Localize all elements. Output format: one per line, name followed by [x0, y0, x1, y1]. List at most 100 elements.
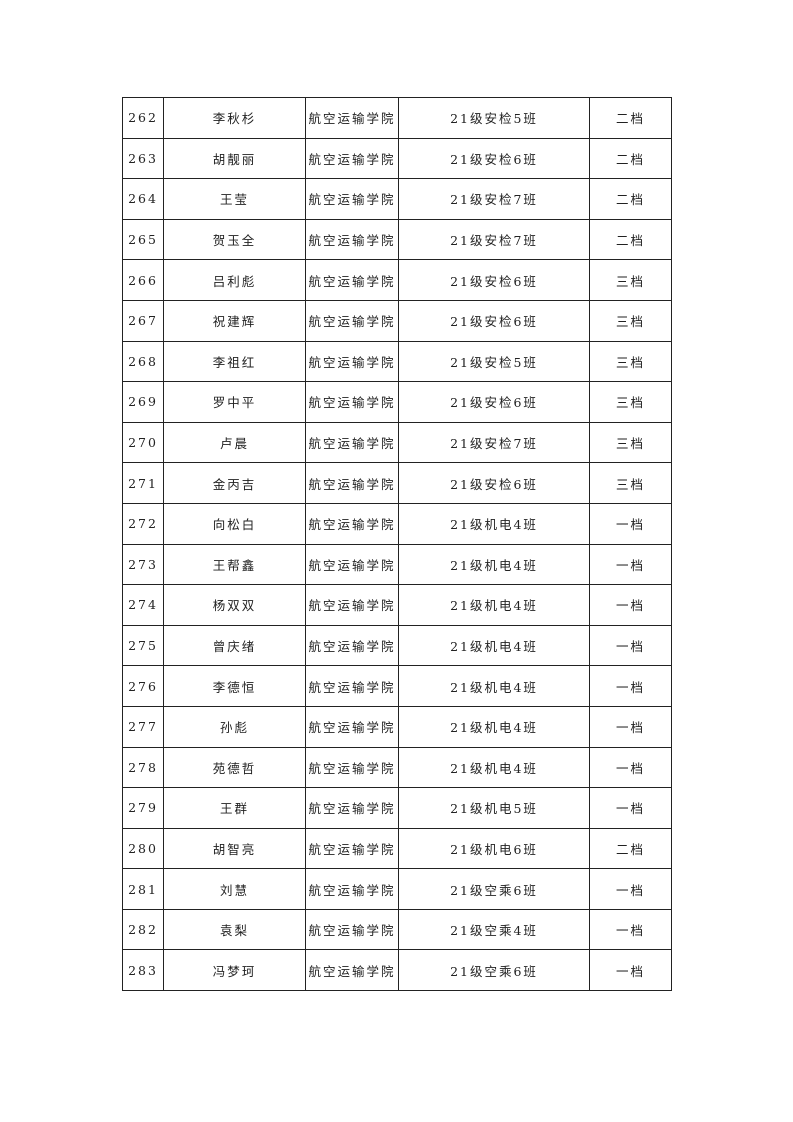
grade-level: 一档	[589, 624, 672, 667]
class-name: 21级安检6班	[398, 259, 590, 301]
row-number: 281	[122, 868, 164, 910]
row-number: 276	[122, 665, 164, 707]
table-row: 270 卢晨 航空运输学院 21级安检7班 三档	[122, 421, 672, 464]
row-number: 273	[122, 543, 164, 586]
grade-level: 二档	[589, 218, 672, 261]
student-name: 苑德哲	[163, 746, 306, 789]
row-number: 282	[122, 908, 164, 951]
grade-level: 二档	[589, 827, 672, 870]
class-name: 21级机电4班	[398, 584, 590, 626]
row-number: 268	[122, 340, 164, 383]
table-row: 277 孙彪 航空运输学院 21级机电4班 一档	[122, 705, 672, 748]
table-row: 279 王群 航空运输学院 21级机电5班 一档	[122, 787, 672, 829]
college: 航空运输学院	[305, 868, 399, 910]
row-number: 277	[122, 705, 164, 748]
row-number: 270	[122, 421, 164, 464]
student-name: 袁梨	[163, 908, 306, 951]
grade-level: 一档	[589, 787, 672, 829]
class-name: 21级机电4班	[398, 665, 590, 707]
table-row: 282 袁梨 航空运输学院 21级空乘4班 一档	[122, 908, 672, 951]
grade-level: 一档	[589, 665, 672, 707]
student-name: 刘慧	[163, 868, 306, 910]
student-name: 曾庆绪	[163, 624, 306, 667]
row-number: 269	[122, 381, 164, 423]
row-number: 271	[122, 462, 164, 504]
table-row: 263 胡靓丽 航空运输学院 21级安检6班 二档	[122, 137, 672, 180]
class-name: 21级空乘6班	[398, 949, 590, 992]
class-name: 21级机电4班	[398, 543, 590, 586]
college: 航空运输学院	[305, 584, 399, 626]
college: 航空运输学院	[305, 624, 399, 667]
grade-level: 二档	[589, 178, 672, 220]
grade-level: 一档	[589, 746, 672, 789]
class-name: 21级机电4班	[398, 705, 590, 748]
row-number: 283	[122, 949, 164, 992]
table-row: 265 贺玉全 航空运输学院 21级安检7班 二档	[122, 218, 672, 261]
college: 航空运输学院	[305, 908, 399, 951]
grade-level: 一档	[589, 908, 672, 951]
student-name: 王莹	[163, 178, 306, 220]
row-number: 262	[122, 97, 164, 139]
class-name: 21级安检6班	[398, 462, 590, 504]
class-name: 21级安检7班	[398, 178, 590, 220]
college: 航空运输学院	[305, 827, 399, 870]
class-name: 21级机电4班	[398, 502, 590, 545]
class-name: 21级安检6班	[398, 137, 590, 180]
college: 航空运输学院	[305, 97, 399, 139]
table-row: 278 苑德哲 航空运输学院 21级机电4班 一档	[122, 746, 672, 789]
student-name: 胡靓丽	[163, 137, 306, 180]
student-name: 卢晨	[163, 421, 306, 464]
table-row: 276 李德恒 航空运输学院 21级机电4班 一档	[122, 665, 672, 707]
college: 航空运输学院	[305, 665, 399, 707]
row-number: 274	[122, 584, 164, 626]
student-name: 李秋杉	[163, 97, 306, 139]
table-row: 268 李祖红 航空运输学院 21级安检5班 三档	[122, 340, 672, 383]
student-name: 王帮鑫	[163, 543, 306, 586]
college: 航空运输学院	[305, 218, 399, 261]
college: 航空运输学院	[305, 949, 399, 992]
grade-level: 三档	[589, 421, 672, 464]
class-name: 21级安检7班	[398, 218, 590, 261]
college: 航空运输学院	[305, 705, 399, 748]
college: 航空运输学院	[305, 381, 399, 423]
grade-level: 三档	[589, 462, 672, 504]
college: 航空运输学院	[305, 543, 399, 586]
row-number: 279	[122, 787, 164, 829]
student-name: 贺玉全	[163, 218, 306, 261]
class-name: 21级机电4班	[398, 746, 590, 789]
college: 航空运输学院	[305, 421, 399, 464]
table-body: 262 李秋杉 航空运输学院 21级安检5班 二档 263 胡靓丽 航空运输学院 21级安检6班…	[122, 97, 672, 992]
grade-level: 一档	[589, 868, 672, 910]
college: 航空运输学院	[305, 259, 399, 301]
student-name: 孙彪	[163, 705, 306, 748]
grade-level: 三档	[589, 340, 672, 383]
college: 航空运输学院	[305, 340, 399, 383]
row-number: 264	[122, 178, 164, 220]
college: 航空运输学院	[305, 502, 399, 545]
row-number: 275	[122, 624, 164, 667]
grade-level: 三档	[589, 299, 672, 342]
class-name: 21级机电4班	[398, 624, 590, 667]
row-number: 278	[122, 746, 164, 789]
grade-level: 二档	[589, 137, 672, 180]
class-name: 21级机电5班	[398, 787, 590, 829]
row-number: 267	[122, 299, 164, 342]
class-name: 21级空乘6班	[398, 868, 590, 910]
college: 航空运输学院	[305, 787, 399, 829]
college: 航空运输学院	[305, 746, 399, 789]
student-name: 李祖红	[163, 340, 306, 383]
row-number: 266	[122, 259, 164, 301]
table-row: 275 曾庆绪 航空运输学院 21级机电4班 一档	[122, 624, 672, 667]
student-name: 罗中平	[163, 381, 306, 423]
student-name: 向松白	[163, 502, 306, 545]
class-name: 21级安检7班	[398, 421, 590, 464]
table-row: 264 王莹 航空运输学院 21级安检7班 二档	[122, 178, 672, 220]
student-name: 祝建辉	[163, 299, 306, 342]
student-name: 胡智亮	[163, 827, 306, 870]
table-row: 272 向松白 航空运输学院 21级机电4班 一档	[122, 502, 672, 545]
table-row: 273 王帮鑫 航空运输学院 21级机电4班 一档	[122, 543, 672, 586]
class-name: 21级安检6班	[398, 381, 590, 423]
grade-level: 三档	[589, 381, 672, 423]
row-number: 263	[122, 137, 164, 180]
college: 航空运输学院	[305, 462, 399, 504]
